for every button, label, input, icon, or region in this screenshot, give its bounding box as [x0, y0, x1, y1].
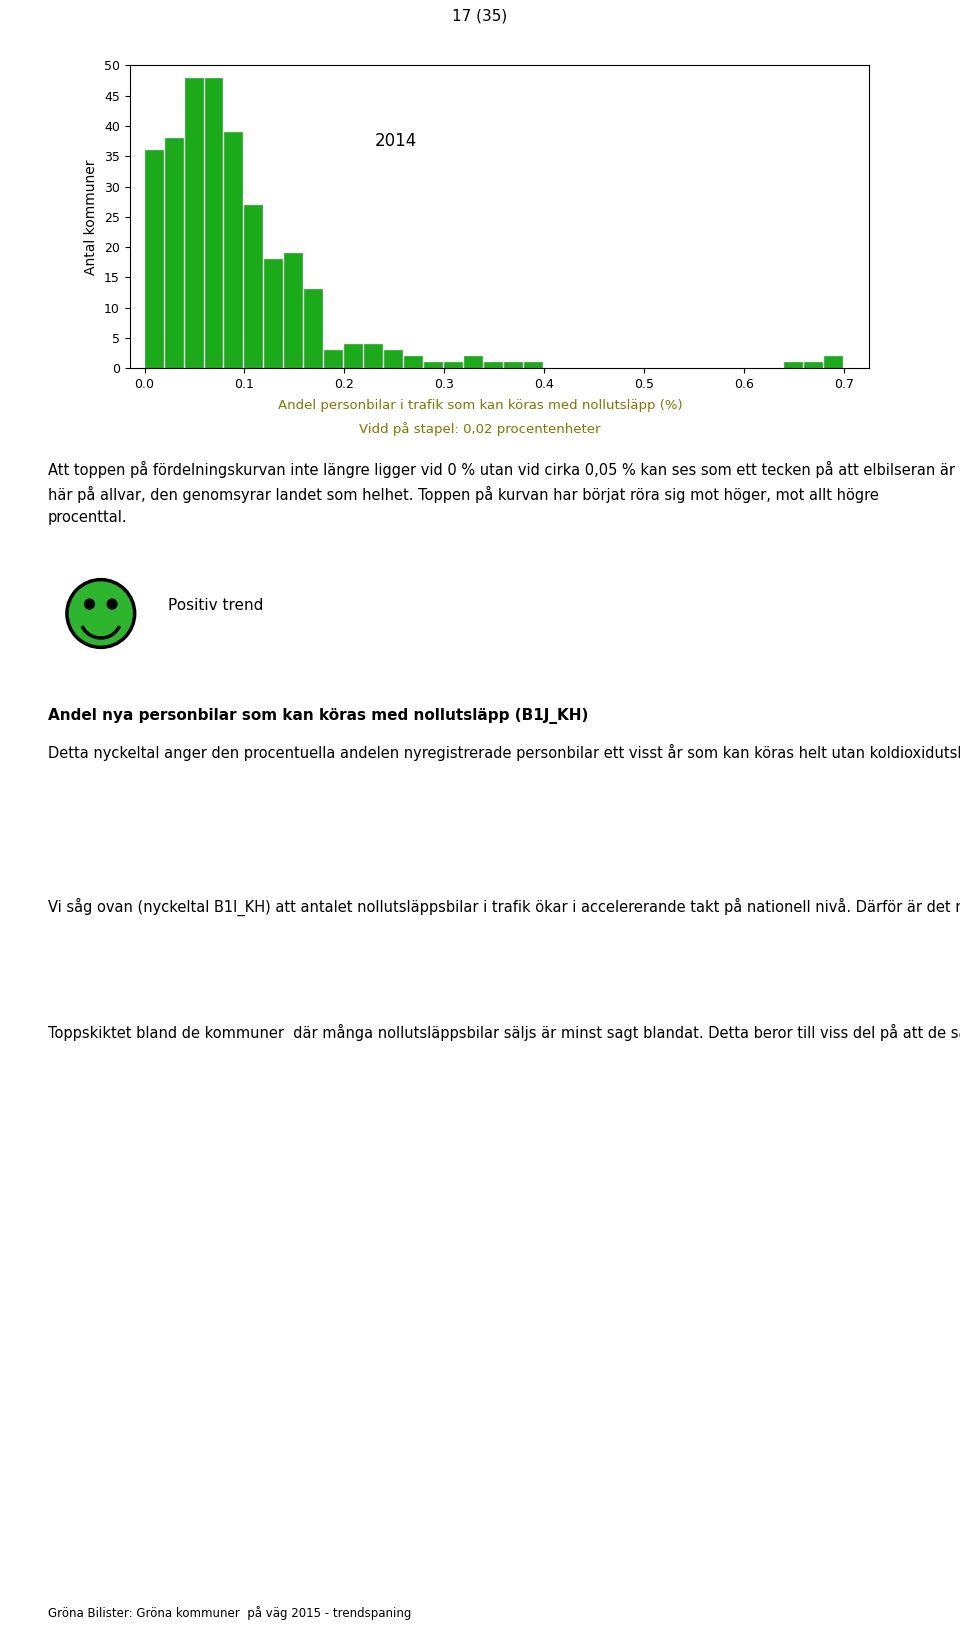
Bar [824, 357, 842, 368]
Bar [145, 151, 162, 368]
Bar [245, 204, 262, 368]
Bar [465, 357, 482, 368]
Text: 2014: 2014 [374, 133, 417, 151]
Bar [324, 350, 343, 368]
Text: Toppskiktet bland de kommuner  där många nollutsläppsbilar säljs är minst sagt b: Toppskiktet bland de kommuner där många … [48, 1024, 960, 1040]
Bar [804, 362, 822, 368]
Bar [524, 362, 542, 368]
Bar [225, 133, 243, 368]
Bar [484, 362, 502, 368]
Circle shape [67, 579, 134, 648]
Text: Vidd på stapel: 0,02 procentenheter: Vidd på stapel: 0,02 procentenheter [359, 422, 601, 437]
Circle shape [84, 599, 94, 609]
Bar [284, 254, 302, 368]
Text: 17 (35): 17 (35) [452, 8, 508, 25]
Bar [784, 362, 802, 368]
Circle shape [108, 599, 117, 609]
Bar [345, 344, 362, 368]
Bar [384, 350, 402, 368]
Bar [164, 137, 182, 368]
Bar [184, 77, 203, 368]
Y-axis label: Antal kommuner: Antal kommuner [84, 159, 98, 275]
Text: Vi såg ovan (nyckeltal B1I_KH) att antalet nollutsläppsbilar i trafik ökar i acc: Vi såg ovan (nyckeltal B1I_KH) att antal… [48, 897, 960, 916]
Text: Detta nyckeltal anger den procentuella andelen nyregistrerade personbilar ett vi: Detta nyckeltal anger den procentuella a… [48, 744, 960, 761]
Bar [365, 344, 382, 368]
Bar [204, 77, 223, 368]
Bar [264, 258, 282, 368]
Bar [424, 362, 443, 368]
Text: Att toppen på fördelningskurvan inte längre ligger vid 0 % utan vid cirka 0,05 %: Att toppen på fördelningskurvan inte län… [48, 461, 955, 525]
Bar [404, 357, 422, 368]
Text: Andel nya personbilar som kan köras med nollutsläpp (B1J_KH): Andel nya personbilar som kan köras med … [48, 708, 588, 725]
Text: Andel personbilar i trafik som kan köras med nollutsläpp (%): Andel personbilar i trafik som kan köras… [277, 399, 683, 412]
Bar [444, 362, 463, 368]
Bar [504, 362, 522, 368]
Text: Gröna Bilister: Gröna kommuner  på väg 2015 - trendspaning: Gröna Bilister: Gröna kommuner på väg 20… [48, 1605, 412, 1620]
Text: Positiv trend: Positiv trend [168, 597, 263, 614]
Bar [304, 290, 323, 368]
